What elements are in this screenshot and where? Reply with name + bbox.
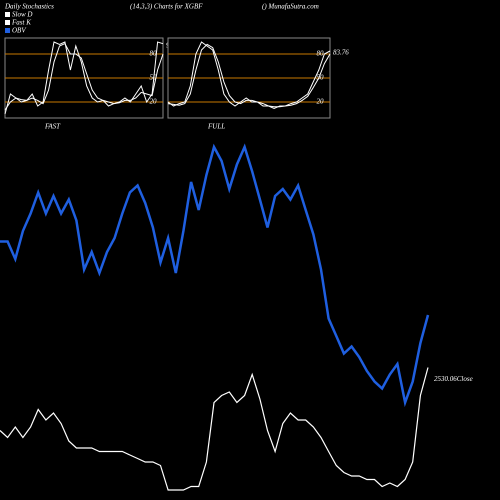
- legend-swatch: [5, 28, 10, 33]
- panel-title: FULL: [207, 123, 225, 131]
- y-tick-label: 20: [317, 98, 325, 106]
- header-right: () MunafaSutra.com: [262, 3, 319, 11]
- y-tick-label: 50: [150, 74, 158, 82]
- legend-label: Slow D: [12, 11, 32, 19]
- legend-label: Fast K: [11, 19, 31, 27]
- header-center: (14,3,3) Charts for XGBF: [130, 3, 203, 11]
- legend-label: OBV: [12, 27, 26, 35]
- series-line: [0, 367, 429, 491]
- value-label: 83.76: [333, 49, 349, 57]
- y-tick-label: 50: [317, 74, 325, 82]
- series-line: [167, 43, 331, 108]
- series-line: [4, 41, 164, 115]
- series-line: [0, 143, 430, 408]
- legend-swatch: [5, 20, 10, 25]
- header-left: Daily Stochastics: [4, 3, 54, 11]
- y-tick-label: 80: [317, 50, 325, 58]
- y-tick-label: 80: [150, 50, 158, 58]
- y-tick-label: 20: [150, 98, 158, 106]
- annotation: 2530.06Close: [434, 375, 473, 383]
- series-line: [4, 42, 164, 111]
- panel-title: FAST: [44, 123, 61, 131]
- legend-swatch: [5, 12, 10, 17]
